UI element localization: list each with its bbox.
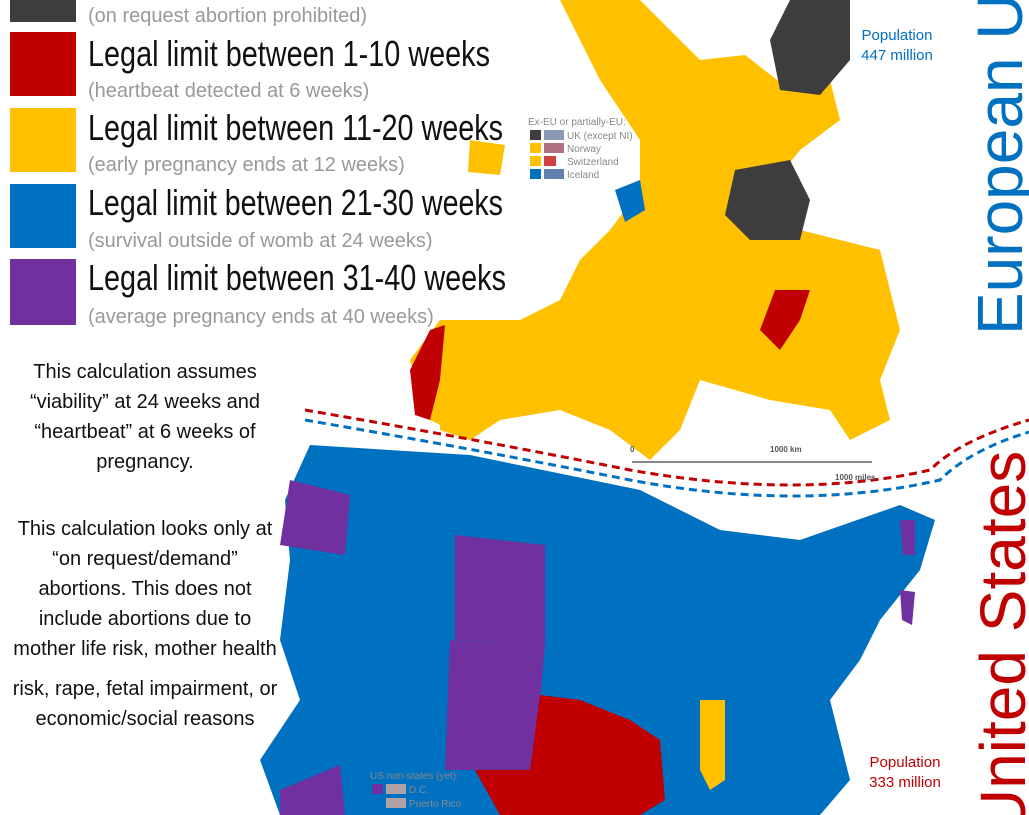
legend-subtitle: (average pregnancy ends at 40 weeks) — [88, 306, 434, 328]
scale-miles: 1000 miles — [835, 473, 876, 482]
us-non-states-legend: US non-states (yet): D.C. Puerto Rico — [370, 771, 462, 810]
mississippi — [700, 700, 725, 790]
eu-population-label: Population — [862, 27, 933, 44]
legend-title: Legal limit between 31-40 weeks — [88, 257, 506, 298]
oregon — [280, 480, 350, 555]
netherlands — [615, 180, 645, 222]
legend-title: Legal limit between 1-10 weeks — [88, 33, 490, 74]
note-line: pregnancy. — [96, 451, 193, 473]
note-line: include abortions due to — [39, 608, 251, 630]
note-line: abortions. This does not — [38, 578, 252, 600]
legend-title: Legal limit between 11-20 weeks — [88, 107, 503, 148]
us-map — [260, 445, 935, 815]
us-non-states-item: Puerto Rico — [409, 799, 462, 810]
portugal — [410, 325, 445, 420]
vermont — [900, 520, 915, 555]
us-population-label: Population — [870, 754, 941, 771]
us-non-states-item: D.C. — [409, 785, 429, 796]
divider-blue — [304, 418, 1029, 498]
note-line: risk, rape, fetal impairment, or — [13, 678, 278, 700]
note-line: “viability” at 24 weeks and — [30, 391, 260, 413]
legend: (on request abortion prohibited) Legal l… — [10, 0, 506, 328]
croatia — [760, 290, 810, 350]
note-line: This calculation looks only at — [18, 518, 273, 540]
eu-population-value: 447 million — [861, 47, 933, 64]
divider-red — [304, 408, 1029, 487]
texas — [475, 695, 665, 815]
eu-title: European Union — [964, 0, 1029, 335]
us-title: United States — [967, 451, 1029, 815]
note-line: This calculation assumes — [33, 361, 256, 383]
ex-eu-item: Norway — [567, 144, 601, 155]
notes: This calculation assumes “viability” at … — [13, 361, 278, 730]
ex-eu-item: UK (except NI) — [567, 131, 633, 142]
note-line: “heartbeat” at 6 weeks of — [34, 421, 256, 443]
ex-eu-item: Switzerland — [567, 157, 619, 168]
note-line: mother life risk, mother health — [13, 638, 276, 660]
finland — [770, 0, 850, 95]
scale-zero: 0 — [630, 445, 635, 454]
new-mexico — [445, 640, 545, 770]
legend-subtitle: (survival outside of womb at 24 weeks) — [88, 230, 433, 252]
new-jersey — [900, 590, 915, 625]
legend-subtitle: (on request abortion prohibited) — [88, 5, 367, 27]
colorado — [455, 535, 545, 645]
note-line: “on request/demand” — [52, 548, 238, 570]
legend-title: Legal limit between 21-30 weeks — [88, 182, 503, 223]
note-line: economic/social reasons — [36, 708, 255, 730]
ex-eu-heading: Ex-EU or partially-EU: — [528, 117, 626, 128]
ex-eu-legend: Ex-EU or partially-EU: UK (except NI) No… — [528, 117, 633, 181]
ex-eu-item: Iceland — [567, 170, 599, 181]
poland — [725, 160, 810, 240]
scale-km: 1000 km — [770, 445, 802, 454]
legend-subtitle: (heartbeat detected at 6 weeks) — [88, 80, 369, 102]
scale-bar: 0 1000 km 1000 miles — [630, 445, 876, 482]
us-population-value: 333 million — [869, 774, 941, 791]
legend-subtitle: (early pregnancy ends at 12 weeks) — [88, 154, 405, 176]
eu-map — [410, 0, 900, 460]
us-non-states-heading: US non-states (yet): — [370, 771, 459, 782]
alaska — [280, 765, 345, 815]
